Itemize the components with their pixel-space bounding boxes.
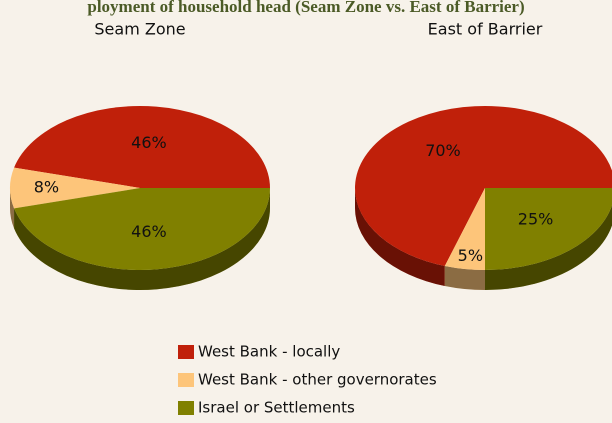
pie-side — [355, 188, 445, 286]
data-label: 70% — [425, 141, 461, 160]
data-label: 25% — [518, 209, 554, 228]
data-label: 46% — [131, 222, 167, 241]
pie-side-shade — [485, 205, 612, 290]
data-label: 5% — [458, 246, 483, 265]
legend-label: West Bank - locally — [198, 343, 340, 361]
pie-side — [485, 205, 612, 290]
pie-side — [14, 188, 271, 290]
pie-slice — [355, 106, 612, 266]
pie-side — [444, 265, 485, 290]
data-label: 46% — [131, 133, 167, 152]
legend-label: Israel or Settlements — [198, 399, 355, 417]
pie-side-shade — [355, 188, 445, 286]
pie-slice — [14, 105, 271, 188]
chart-title: ployment of household head (Seam Zone vs… — [87, 0, 524, 16]
legend-label: West Bank - other governorates — [198, 371, 437, 389]
pie-slice — [444, 188, 485, 270]
pie-title: Seam Zone — [94, 20, 185, 39]
legend-swatch — [178, 373, 194, 387]
legend-swatch — [178, 345, 194, 359]
pie-side — [10, 188, 15, 229]
pie-side-shade — [444, 265, 485, 290]
pie-side-shade — [10, 188, 15, 229]
pie-title: East of Barrier — [428, 20, 543, 39]
pie-slice — [485, 188, 612, 270]
data-label: 8% — [34, 178, 59, 197]
pie-side-shade — [14, 188, 271, 290]
pie-slice — [14, 188, 271, 271]
legend-swatch — [178, 401, 194, 415]
pie-slice — [9, 167, 141, 209]
